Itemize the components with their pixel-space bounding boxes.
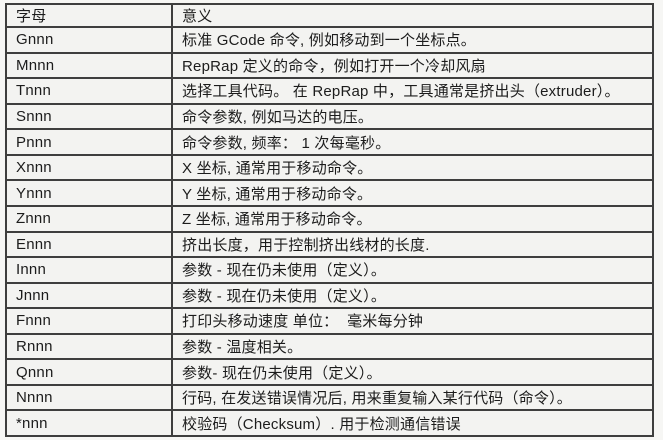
meaning-cell: 参数 - 温度相关。 [171, 332, 654, 361]
meaning-cell: 选择工具代码。 在 RepRap 中，工具通常是挤出头（extruder）。 [171, 77, 654, 105]
gcode-letter-table: 字母 意义 Gnnn 标准 GCode 命令, 例如移动到一个坐标点。 Mnnn Re… [5, 3, 654, 437]
meaning-cell: 挤出长度，用于控制挤出线材的长度. [171, 230, 654, 259]
letter-cell: Pnnn [5, 128, 173, 156]
table-row: Rnnn 参数 - 温度相关。 [5, 332, 654, 361]
letter-cell: Mnnn [5, 51, 173, 80]
meaning-cell: Y 坐标, 通常用于移动命令。 [171, 179, 654, 207]
meaning-cell: 参数- 现在仍未使用（定义）。 [171, 358, 654, 386]
table-row: Qnnn 参数- 现在仍未使用（定义）。 [5, 358, 654, 386]
meaning-cell: 标准 GCode 命令, 例如移动到一个坐标点。 [171, 26, 654, 54]
table-body: Gnnn 标准 GCode 命令, 例如移动到一个坐标点。 Mnnn RepRap 定… [5, 26, 654, 437]
meaning-cell: 参数 - 现在仍未使用（定义）。 [171, 256, 654, 284]
table-row: Pnnn 命令参数, 频率： 1 次每毫秒。 [5, 128, 654, 156]
table-row: Znnn Z 坐标, 通常用于移动命令。 [5, 204, 654, 233]
letter-cell: Innn [5, 256, 173, 284]
letter-cell: *nnn [5, 409, 173, 437]
table-row: Nnnn 行码, 在发送错误情况后, 用来重复输入某行代码（命令）。 [5, 383, 654, 412]
table-row: Gnnn 标准 GCode 命令, 例如移动到一个坐标点。 [5, 26, 654, 54]
meaning-cell: 校验码（Checksum）. 用于检测通信错误 [171, 409, 654, 437]
letter-cell: Tnnn [5, 77, 173, 105]
table-row: Fnnn 打印头移动速度 单位： 毫米每分钟 [5, 307, 654, 335]
letter-cell: Xnnn [5, 153, 173, 182]
column-header-letter: 字母 [5, 3, 173, 28]
table-header-row: 字母 意义 [5, 3, 654, 28]
table-row: Xnnn X 坐标, 通常用于移动命令。 [5, 153, 654, 182]
letter-cell: Qnnn [5, 358, 173, 386]
letter-cell: Znnn [5, 204, 173, 233]
letter-cell: Jnnn [5, 281, 173, 310]
meaning-cell: 参数 - 现在仍未使用（定义）。 [171, 281, 654, 310]
meaning-cell: 打印头移动速度 单位： 毫米每分钟 [171, 307, 654, 335]
meaning-cell: 命令参数, 频率： 1 次每毫秒。 [171, 128, 654, 156]
column-header-meaning: 意义 [171, 3, 654, 28]
table-row: Snnn 命令参数, 例如马达的电压。 [5, 102, 654, 131]
table-row: Innn 参数 - 现在仍未使用（定义）。 [5, 256, 654, 284]
meaning-cell: X 坐标, 通常用于移动命令。 [171, 153, 654, 182]
table-row: Mnnn RepRap 定义的命令，例如打开一个冷却风扇 [5, 51, 654, 80]
letter-cell: Ynnn [5, 179, 173, 207]
meaning-cell: 命令参数, 例如马达的电压。 [171, 102, 654, 131]
table-row: Tnnn 选择工具代码。 在 RepRap 中，工具通常是挤出头（extruder… [5, 77, 654, 105]
letter-cell: Fnnn [5, 307, 173, 335]
table-row: Jnnn 参数 - 现在仍未使用（定义）。 [5, 281, 654, 310]
table-row: *nnn 校验码（Checksum）. 用于检测通信错误 [5, 409, 654, 437]
meaning-cell: 行码, 在发送错误情况后, 用来重复输入某行代码（命令）。 [171, 383, 654, 412]
letter-cell: Ennn [5, 230, 173, 259]
letter-cell: Rnnn [5, 332, 173, 361]
letter-cell: Snnn [5, 102, 173, 131]
letter-cell: Gnnn [5, 26, 173, 54]
letter-cell: Nnnn [5, 383, 173, 412]
meaning-cell: Z 坐标, 通常用于移动命令。 [171, 204, 654, 233]
meaning-cell: RepRap 定义的命令，例如打开一个冷却风扇 [171, 51, 654, 80]
table-row: Ennn 挤出长度，用于控制挤出线材的长度. [5, 230, 654, 259]
table-row: Ynnn Y 坐标, 通常用于移动命令。 [5, 179, 654, 207]
